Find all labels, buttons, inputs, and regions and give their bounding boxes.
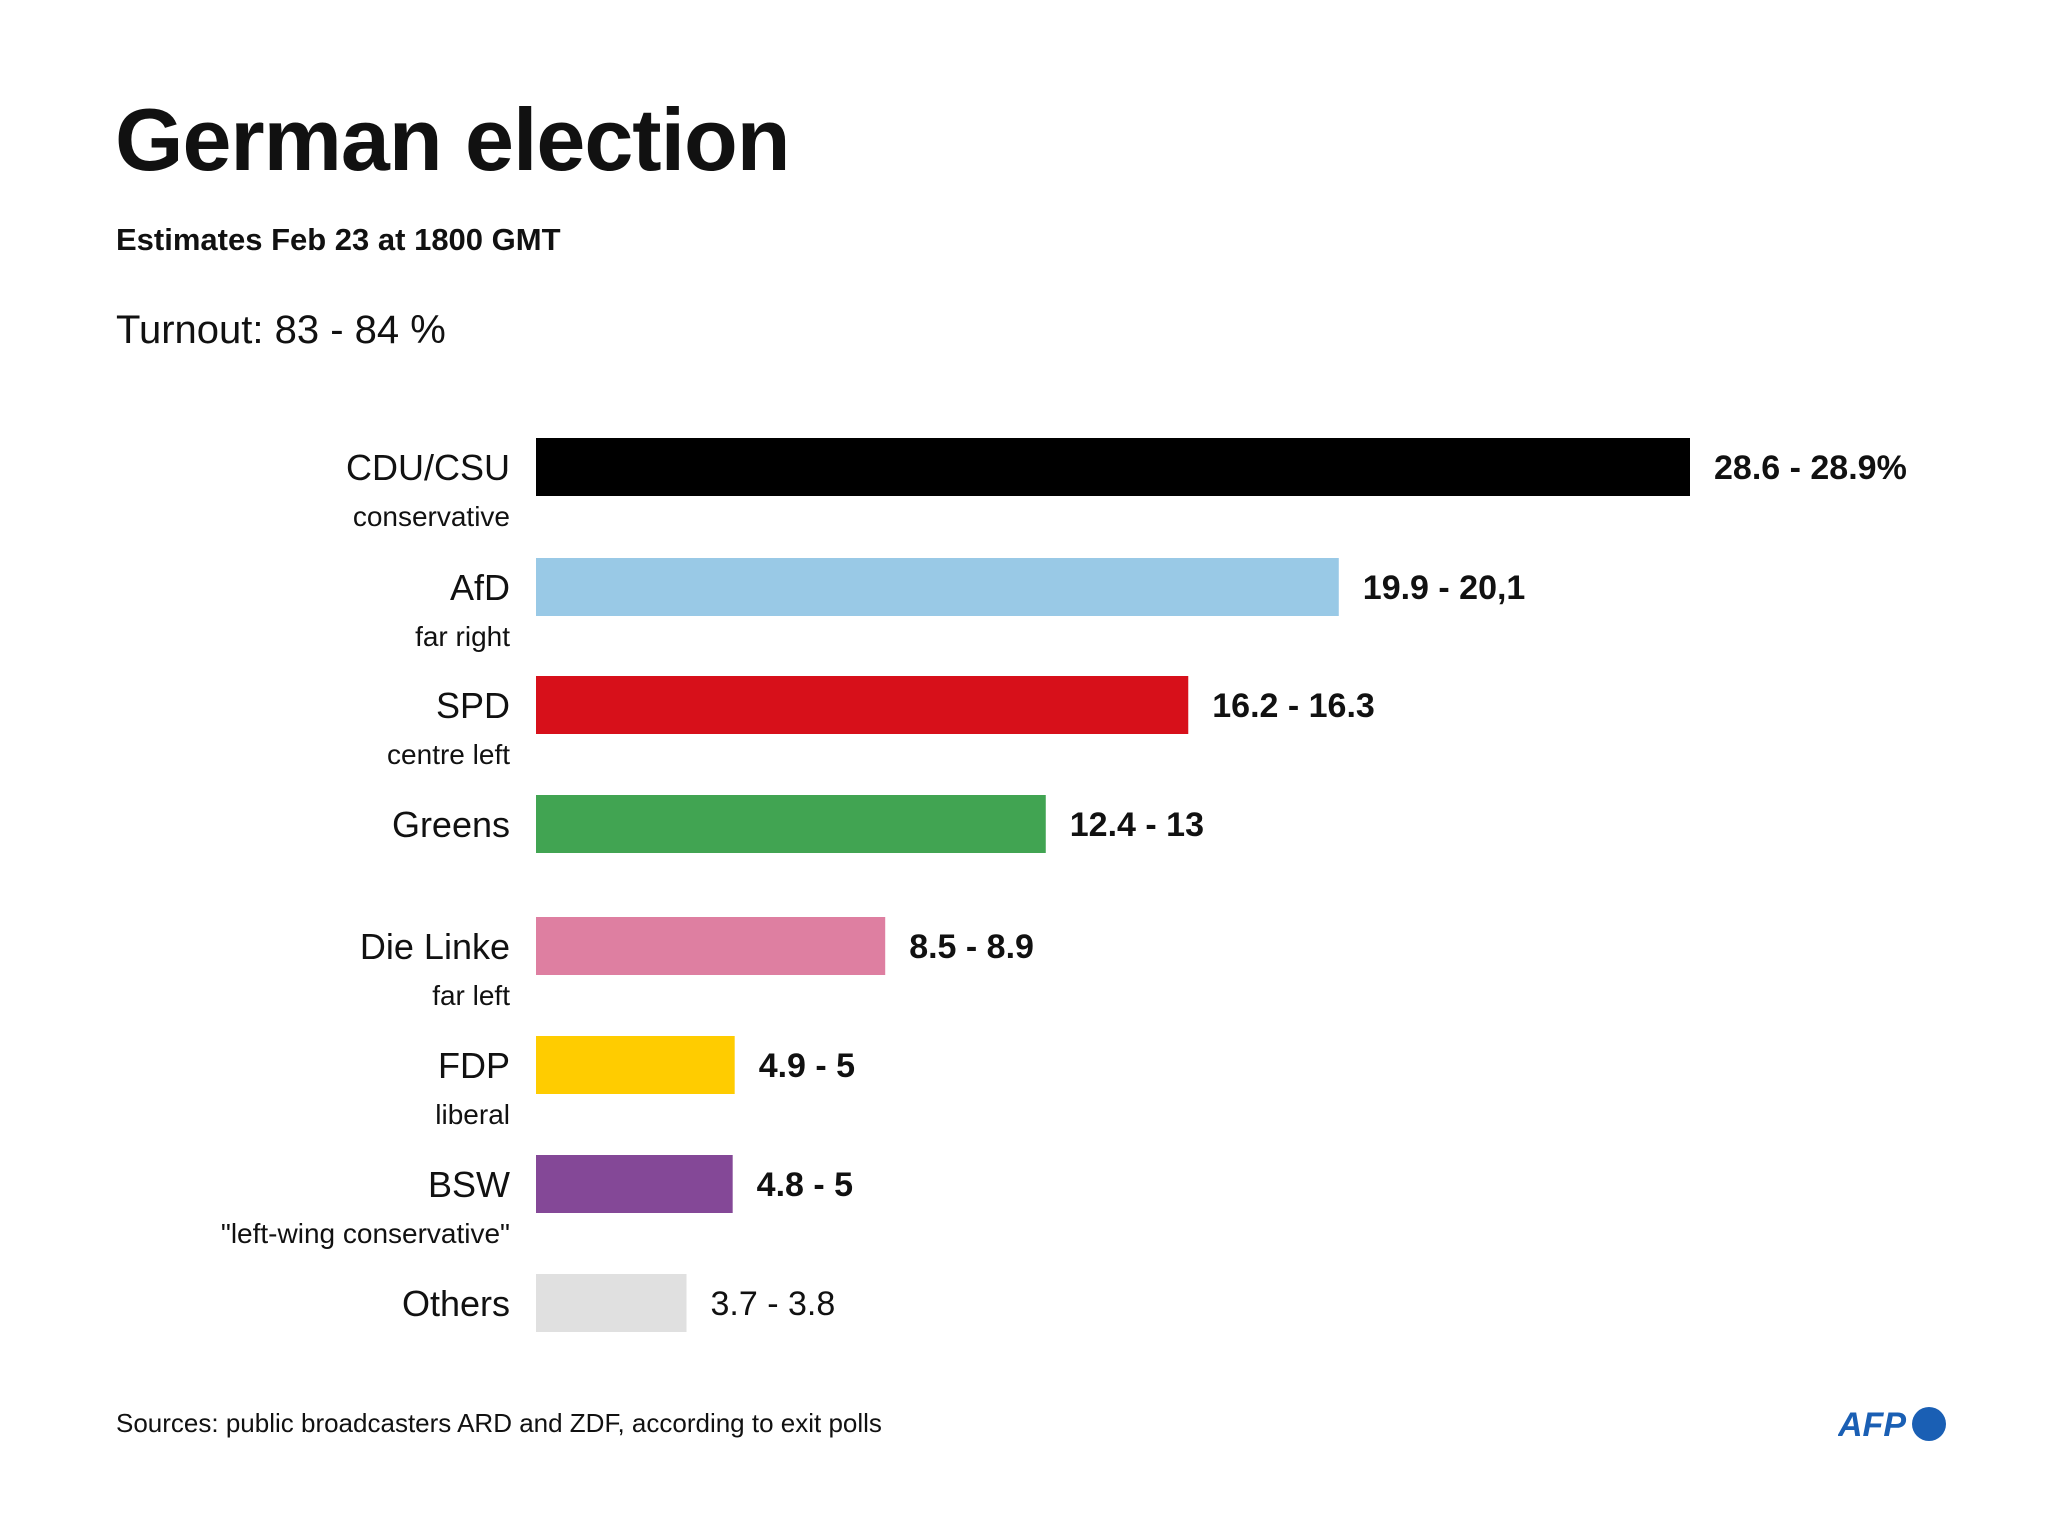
chart-title: German election <box>115 90 791 189</box>
category-description-spd: centre left <box>387 739 510 770</box>
source-note: Sources: public broadcasters ARD and ZDF… <box>116 1408 882 1438</box>
category-label-others: Others <box>402 1283 510 1324</box>
category-description-bsw: "left-wing conservative" <box>221 1218 510 1249</box>
bar-afd <box>536 558 1339 616</box>
value-label-others: 3.7 - 3.8 <box>711 1285 836 1323</box>
bar-others <box>536 1274 687 1332</box>
category-description-fdp: liberal <box>435 1099 510 1130</box>
bar-cdu-csu <box>536 438 1690 496</box>
category-label-die-linke: Die Linke <box>360 926 510 967</box>
afp-logo: AFP <box>1838 1406 1946 1444</box>
value-label-fdp: 4.9 - 5 <box>759 1047 855 1085</box>
value-label-bsw: 4.8 - 5 <box>757 1166 853 1204</box>
category-label-spd: SPD <box>436 685 510 726</box>
value-label-greens: 12.4 - 13 <box>1070 806 1204 844</box>
turnout-label: Turnout: 83 - 84 % <box>116 308 446 352</box>
value-label-cdu-csu: 28.6 - 28.9% <box>1714 449 1907 487</box>
category-label-afd: AfD <box>450 567 510 608</box>
afp-logo-dot <box>1912 1407 1946 1441</box>
value-label-afd: 19.9 - 20,1 <box>1363 569 1526 607</box>
category-label-fdp: FDP <box>438 1045 510 1086</box>
bar-bsw <box>536 1155 733 1213</box>
category-description-afd: far right <box>415 621 510 652</box>
chart-subtitle: Estimates Feb 23 at 1800 GMT <box>116 222 561 257</box>
afp-logo-text: AFP <box>1838 1406 1906 1444</box>
value-label-spd: 16.2 - 16.3 <box>1212 687 1375 725</box>
bar-die-linke <box>536 917 886 975</box>
category-label-greens: Greens <box>392 804 510 845</box>
bar-greens <box>536 795 1046 853</box>
category-description-die-linke: far left <box>432 980 510 1011</box>
bar-fdp <box>536 1036 735 1094</box>
bar-spd <box>536 676 1189 734</box>
category-label-bsw: BSW <box>428 1164 510 1205</box>
category-description-cdu-csu: conservative <box>353 501 510 532</box>
category-label-cdu-csu: CDU/CSU <box>346 447 510 488</box>
value-label-die-linke: 8.5 - 8.9 <box>909 928 1034 966</box>
